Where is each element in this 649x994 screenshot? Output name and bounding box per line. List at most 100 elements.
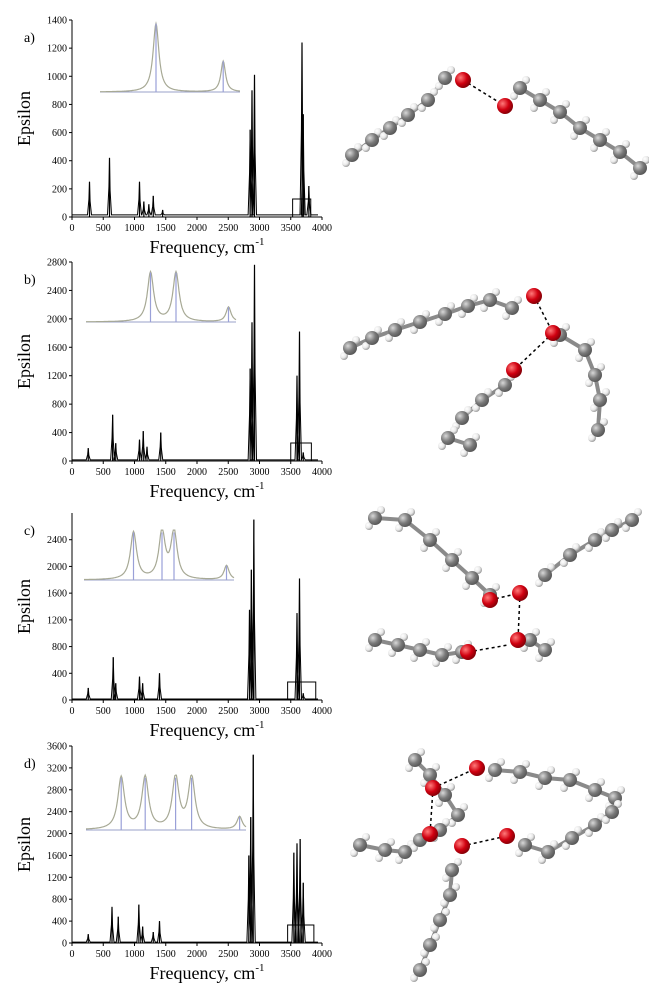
carbon-atom xyxy=(368,633,382,647)
zoom-box xyxy=(287,924,315,944)
y-tick-label: 400 xyxy=(52,156,67,167)
hydrogen-atom xyxy=(597,778,605,786)
hydrogen-atom xyxy=(430,88,438,96)
carbon-atom xyxy=(563,773,577,787)
oxygen-atom xyxy=(510,632,526,648)
carbon-atom xyxy=(398,845,412,859)
hydrogen-atom xyxy=(622,524,630,532)
y-tick-label: 1200 xyxy=(47,371,67,382)
hydrogen-atom xyxy=(462,582,470,590)
spectrum-line xyxy=(72,754,318,943)
hydrogen-atom xyxy=(472,404,480,412)
hydrogen-atom xyxy=(550,116,558,124)
hydrogen-bond xyxy=(462,79,506,107)
hydrogen-atom xyxy=(562,100,570,108)
x-tick-label: 3000 xyxy=(250,223,270,234)
y-tick-label: 0 xyxy=(62,939,67,950)
y-tick-label: 2400 xyxy=(47,807,67,818)
hydrogen-atom xyxy=(440,899,448,907)
x-tick-label: 3000 xyxy=(250,706,270,717)
hydrogen-atom xyxy=(435,82,443,90)
hydrogen-atom xyxy=(365,522,373,530)
carbon-atom xyxy=(588,818,602,832)
carbon-atom xyxy=(391,638,405,652)
hydrogen-atom xyxy=(530,104,538,112)
oxygen-atom xyxy=(497,98,513,114)
y-tick-label: 3600 xyxy=(47,742,67,753)
zoom-box xyxy=(287,681,317,701)
hydrogen-atom xyxy=(464,406,472,414)
carbon-atom xyxy=(445,863,459,877)
hydrogen-atom xyxy=(438,442,446,450)
hydrogen-atom xyxy=(377,628,385,636)
y-tick-label: 400 xyxy=(52,917,67,928)
chart-panel-c: 0 500 1000 1500 2000 2500 3000 3500 4000 0 400 800 1… xyxy=(14,513,332,740)
hydrogen-atom xyxy=(398,119,406,127)
hydrogen-atom xyxy=(362,144,370,152)
hydrogen-atom xyxy=(550,339,558,347)
y-tick-label: 2000 xyxy=(47,829,67,840)
x-tick-label: 3500 xyxy=(281,223,301,234)
x-tick-label: 2000 xyxy=(187,949,207,960)
hydrogen-atom xyxy=(362,833,370,841)
carbon-atom xyxy=(538,771,552,785)
hydrogen-atom xyxy=(374,326,382,334)
x-tick-label: 2000 xyxy=(187,467,207,478)
x-tick-label: 0 xyxy=(70,949,75,960)
carbon-atom xyxy=(461,299,475,313)
oxygen-atom xyxy=(455,72,471,88)
y-tick-label: 400 xyxy=(52,428,67,439)
hydrogen-atom xyxy=(532,628,540,636)
y-tick-label: 2400 xyxy=(47,286,67,297)
hydrogen-atom xyxy=(510,776,518,784)
oxygen-atom xyxy=(499,828,515,844)
panel-label: c) xyxy=(24,524,35,539)
carbon-atom xyxy=(498,378,512,392)
hydrogen-atom xyxy=(597,528,605,536)
hydrogen-atom xyxy=(585,829,593,837)
carbon-atom xyxy=(625,513,639,527)
hydrogen-atom xyxy=(385,334,393,342)
hydrogen-atom xyxy=(550,840,558,848)
carbon-atom xyxy=(445,553,459,567)
carbon-atom xyxy=(475,393,489,407)
y-tick-label: 1000 xyxy=(47,72,67,83)
hydrogen-atom xyxy=(470,294,478,302)
hydrogen-atom xyxy=(547,563,555,571)
carbon-atom xyxy=(398,513,412,527)
carbon-atom xyxy=(435,648,449,662)
hydrogen-atom xyxy=(622,140,630,148)
x-tick-label: 0 xyxy=(70,467,75,478)
hydrogen-atom xyxy=(574,826,582,834)
hydrogen-atom xyxy=(395,524,403,532)
hydrogen-atom xyxy=(432,763,440,771)
oxygen-atom xyxy=(482,592,498,608)
hydrogen-atom xyxy=(395,856,403,864)
hydrogen-bond xyxy=(513,332,554,371)
x-tick-label: 1500 xyxy=(156,706,176,717)
x-tick-label: 1500 xyxy=(156,467,176,478)
hydrogen-atom xyxy=(522,76,530,84)
molecule-d xyxy=(350,748,625,982)
x-tick-label: 3500 xyxy=(281,706,301,717)
hydrogen-atom xyxy=(492,583,500,591)
hydrogen-atom xyxy=(590,404,598,412)
hydrogen-atom xyxy=(514,296,522,304)
hydrogen-atom xyxy=(410,974,418,982)
hydrogen-atom xyxy=(582,116,590,124)
hydrogen-atom xyxy=(630,172,638,180)
hydrogen-atom xyxy=(392,116,400,124)
x-tick-label: 1000 xyxy=(125,467,145,478)
carbon-atom xyxy=(465,571,479,585)
hydrogen-atom xyxy=(444,643,452,651)
molecule-a xyxy=(342,66,649,180)
inset-curve xyxy=(84,529,235,581)
hydrogen-atom xyxy=(570,132,578,140)
inset-curve xyxy=(86,269,237,323)
oxygen-atom xyxy=(545,325,561,341)
hydrogen-atom xyxy=(380,132,388,140)
hydrogen-atom xyxy=(442,874,450,882)
x-tick-label: 2000 xyxy=(187,223,207,234)
y-tick-label: 1400 xyxy=(47,16,67,27)
hydrogen-bond xyxy=(432,767,478,789)
